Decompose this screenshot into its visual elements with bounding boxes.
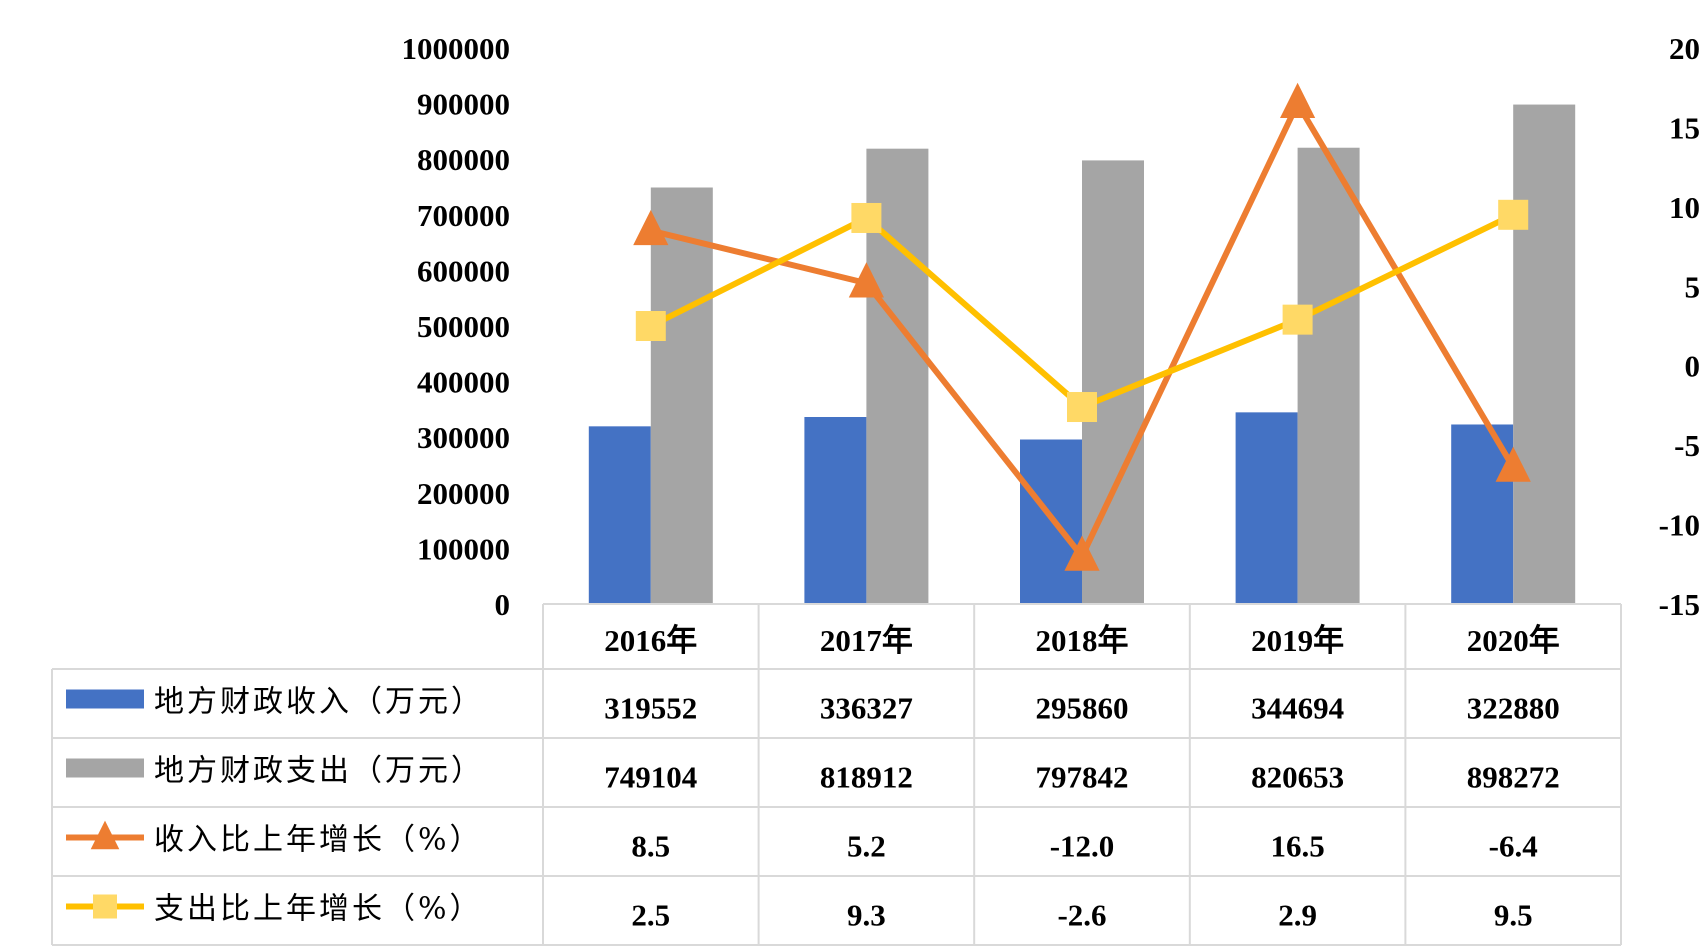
left-axis-tick-label: 800000 (417, 142, 510, 177)
bar-revenue (588, 426, 651, 604)
point-expenditure-growth (1282, 304, 1313, 335)
legend-marker (90, 820, 120, 850)
left-axis-tick-label: 100000 (417, 531, 510, 566)
bar-expenditure (1297, 147, 1360, 605)
left-axis-tick-label: 600000 (417, 253, 510, 288)
right-axis: -15 -10 -5 0 5 10 15 20 (1659, 31, 1700, 622)
table-cell: 5.2 (847, 829, 886, 864)
table-cell: 9.3 (847, 898, 886, 933)
point-revenue-growth (1495, 446, 1531, 482)
point-expenditure-growth (1067, 392, 1097, 423)
right-axis-tick-label: 0 (1685, 349, 1701, 384)
left-axis-tick-label: 1000000 (402, 31, 511, 66)
table-cell: 818912 (820, 760, 913, 795)
left-axis-tick-label: 300000 (417, 420, 510, 455)
legend-label: 收入比上年增长（%） (154, 823, 483, 858)
bar-revenue (1235, 412, 1298, 604)
left-axis-tick-label: 500000 (417, 309, 510, 344)
category-label: 2017年 (820, 623, 913, 658)
left-axis: 0 100000 200000 300000 400000 500000 600000 700… (402, 31, 511, 622)
legend-marker (93, 894, 117, 919)
table-cell: 344694 (1251, 691, 1344, 726)
point-revenue-growth (633, 209, 669, 246)
right-axis-tick-label: 20 (1669, 31, 1700, 66)
legend-key (66, 758, 144, 778)
table-cell: 16.5 (1270, 829, 1324, 864)
bar-revenue (804, 417, 867, 604)
table-cell: 322880 (1467, 691, 1560, 726)
legend-label: 地方财政支出（万元） (154, 754, 484, 789)
table-cell: 8.5 (631, 829, 670, 864)
point-revenue-growth (848, 262, 884, 298)
table-cell: 898272 (1467, 760, 1560, 795)
right-axis-tick-label: -5 (1674, 428, 1700, 463)
left-axis-tick-label: 0 (495, 587, 511, 622)
bar-expenditure (1513, 104, 1576, 605)
line-series (633, 82, 1531, 571)
point-revenue-growth (1280, 82, 1316, 118)
right-axis-tick-label: 10 (1669, 190, 1700, 225)
category-label: 2016年 (604, 623, 697, 658)
bar-series (588, 104, 1576, 605)
bar-expenditure (650, 187, 713, 604)
table-cell: 749104 (604, 760, 697, 795)
right-axis-tick-label: 5 (1685, 269, 1701, 304)
left-axis-tick-label: 200000 (417, 476, 510, 511)
right-axis-tick-label: -15 (1659, 587, 1700, 622)
right-axis-tick-label: 15 (1669, 110, 1700, 145)
category-label: 2018年 (1036, 623, 1129, 658)
category-label: 2020年 (1467, 623, 1560, 658)
legend-label: 支出比上年增长（%） (154, 892, 483, 927)
left-axis-tick-label: 700000 (417, 198, 510, 233)
table-cell: 295860 (1036, 691, 1129, 726)
legend-label: 地方财政收入（万元） (154, 685, 484, 720)
table-cell: -12.0 (1050, 829, 1115, 864)
table-cell: -6.4 (1489, 829, 1538, 864)
table-cell: 2.9 (1278, 898, 1317, 933)
table-cell: 797842 (1036, 760, 1129, 795)
point-expenditure-growth (635, 311, 666, 341)
right-axis-tick-label: -10 (1659, 508, 1700, 543)
left-axis-tick-label: 400000 (417, 365, 510, 400)
category-label: 2019年 (1251, 623, 1344, 658)
table-cell: 9.5 (1494, 898, 1533, 933)
table-cell: -2.6 (1057, 898, 1106, 933)
table-cell: 820653 (1251, 760, 1344, 795)
left-axis-tick-label: 900000 (417, 87, 510, 122)
table-cell: 2.5 (631, 898, 670, 933)
point-expenditure-growth (1498, 199, 1529, 230)
point-expenditure-growth (851, 202, 882, 233)
table-cell: 336327 (820, 691, 913, 726)
legend-key (66, 689, 144, 709)
point-revenue-growth (1064, 535, 1100, 571)
table-cell: 319552 (604, 691, 697, 726)
